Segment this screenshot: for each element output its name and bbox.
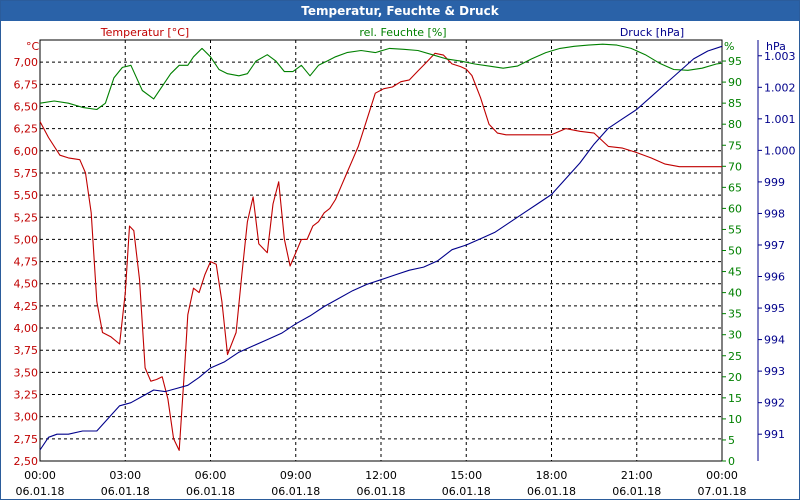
x-tick-time: 09:00 [280, 469, 312, 482]
pressure-tick-label: 991 [764, 428, 785, 441]
x-tick-time: 00:00 [706, 469, 738, 482]
temperature-tick-label: 5,00 [14, 233, 39, 246]
humidity-tick-label: 20 [728, 371, 742, 384]
x-tick-time: 21:00 [621, 469, 653, 482]
humidity-tick-label: 25 [728, 350, 742, 363]
temperature-tick-label: 6,75 [14, 78, 39, 91]
x-tick-time: 18:00 [536, 469, 568, 482]
x-tick-time: 12:00 [365, 469, 397, 482]
x-tick-date: 06.01.18 [612, 485, 661, 498]
axis-labels: Temperatur [°C] rel. Feuchte [%] Druck [… [26, 26, 786, 53]
pressure-tick-label: 1.001 [764, 113, 796, 126]
humidity-tick-label: 30 [728, 329, 742, 342]
temperature-tick-label: 3,50 [14, 366, 39, 379]
pressure-tick-label: 1.002 [764, 81, 796, 94]
humidity-axis-label: rel. Feuchte [%] [359, 26, 446, 39]
pressure-axis-label: Druck [hPa] [620, 26, 684, 39]
grid [40, 40, 722, 462]
temperature-tick-label: 2,75 [14, 433, 39, 446]
pressure-tick-label: 992 [764, 397, 785, 410]
pressure-tick-label: 996 [764, 271, 785, 284]
pressure-tick-label: 995 [764, 302, 785, 315]
humidity-tick-label: 75 [728, 139, 742, 152]
pressure-tick-label: 993 [764, 365, 785, 378]
temperature-tick-label: 3,00 [14, 411, 39, 424]
humidity-tick-label: 60 [728, 202, 742, 215]
x-tick-date: 06.01.18 [527, 485, 576, 498]
humidity-tick-label: 10 [728, 413, 742, 426]
pressure-tick-label: 994 [764, 334, 785, 347]
humidity-tick-label: 85 [728, 97, 742, 110]
temperature-line [39, 52, 722, 451]
temperature-tick-label: 5,75 [14, 167, 39, 180]
humidity-tick-label: 70 [728, 160, 742, 173]
humidity-tick-label: 45 [728, 266, 742, 279]
temperature-tick-label: 6,25 [14, 123, 39, 136]
temperature-tick-label: 4,00 [14, 322, 39, 335]
pressure-line [39, 45, 723, 451]
pressure-unit-label: hPa [766, 40, 786, 53]
x-tick-date: 06.01.18 [442, 485, 491, 498]
x-tick-time: 03:00 [109, 469, 141, 482]
x-tick-time: 06:00 [195, 469, 227, 482]
humidity-tick-label: 65 [728, 181, 742, 194]
temperature-tick-label: 7,00 [14, 56, 39, 69]
temperature-axis-label: Temperatur [°C] [100, 26, 189, 39]
humidity-tick-label: 50 [728, 245, 742, 258]
humidity-tick-label: 35 [728, 308, 742, 321]
x-tick-date: 06.01.18 [101, 485, 150, 498]
humidity-tick-label: 55 [728, 223, 742, 236]
x-tick-date: 06.01.18 [357, 485, 406, 498]
temperature-tick-label: 6,00 [14, 145, 39, 158]
chart-title: Temperatur, Feuchte & Druck [1, 1, 799, 21]
pressure-tick-label: 997 [764, 239, 785, 252]
x-tick-time: 15:00 [450, 469, 482, 482]
pressure-tick-label: 1.003 [764, 50, 796, 63]
x-tick-date: 07.01.18 [698, 485, 747, 498]
series-lines [39, 43, 723, 451]
humidity-tick-label: 40 [728, 287, 742, 300]
humidity-tick-label: 95 [728, 55, 742, 68]
temperature-tick-label: 4,25 [14, 300, 39, 313]
axis-ticks: 00:00 06.01.18 03:00 06.01.18 06:00 06.01.18 0… [14, 40, 796, 498]
temperature-tick-label: 5,25 [14, 211, 39, 224]
temperature-tick-label: 3,25 [14, 389, 39, 402]
humidity-tick-label: 15 [728, 392, 742, 405]
pressure-tick-label: 1.000 [764, 144, 796, 157]
temperature-tick-label: 4,75 [14, 256, 39, 269]
temperature-tick-label: 6,50 [14, 100, 39, 113]
temperature-tick-label: 3,75 [14, 344, 39, 357]
humidity-line [39, 43, 723, 111]
x-tick-date: 06.01.18 [16, 485, 65, 498]
humidity-tick-label: 0 [728, 455, 735, 468]
x-tick-date: 06.01.18 [186, 485, 235, 498]
pressure-tick-label: 998 [764, 207, 785, 220]
temperature-tick-label: 4,50 [14, 278, 39, 291]
x-tick-date: 06.01.18 [271, 485, 320, 498]
pressure-tick-label: 999 [764, 176, 785, 189]
x-tick-time: 00:00 [24, 469, 56, 482]
humidity-tick-label: 90 [728, 76, 742, 89]
humidity-tick-label: 80 [728, 118, 742, 131]
temperature-tick-label: 2,50 [14, 455, 39, 468]
humidity-unit-label: % [724, 40, 734, 53]
temperature-tick-label: 5,50 [14, 189, 39, 202]
humidity-tick-label: 5 [728, 434, 735, 447]
temperature-unit-label: °C [26, 40, 40, 53]
